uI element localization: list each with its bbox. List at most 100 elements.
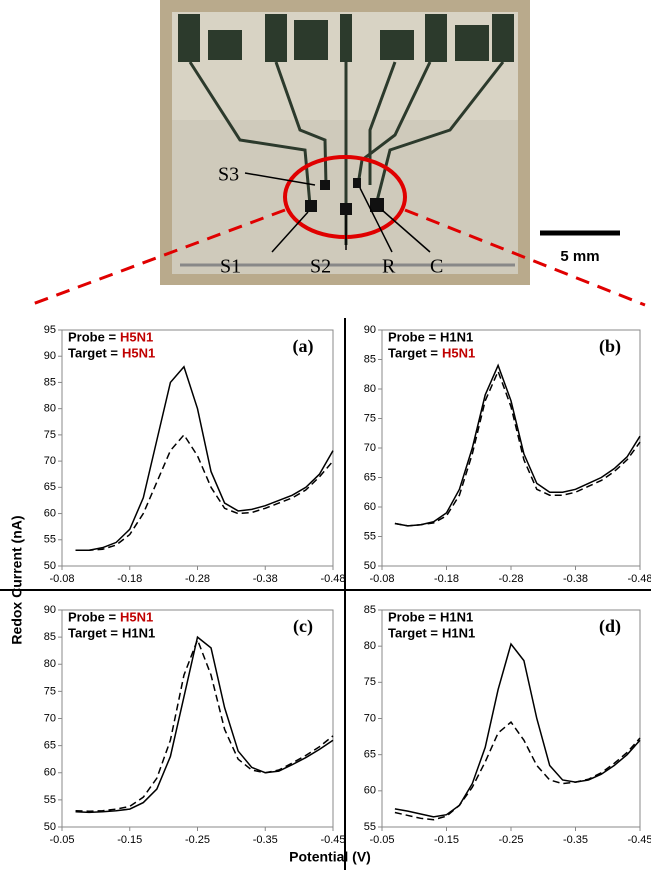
y-axis-label: Redox Current (nA) <box>9 515 25 644</box>
annotation-label: Target = <box>388 345 438 360</box>
series-line <box>75 635 334 814</box>
y-tick-label: 55 <box>44 534 56 546</box>
photo-pointers <box>244 172 431 253</box>
y-tick-label: 70 <box>44 455 56 467</box>
x-tick-label: -0.05 <box>49 834 74 846</box>
annotation-value: H1N1 <box>440 609 473 624</box>
series-line <box>394 363 641 527</box>
x-tick-label: -0.05 <box>369 834 394 846</box>
photo-label: R <box>382 256 396 278</box>
annotation-value: H1N1 <box>442 625 475 640</box>
x-tick-label: -0.15 <box>117 834 142 846</box>
x-tick-label: -0.48 <box>627 573 651 585</box>
x-tick-label: -0.28 <box>498 573 523 585</box>
y-tick-label: 65 <box>44 481 56 493</box>
annotation-label: Target = <box>68 345 118 360</box>
annotation-value: H5N1 <box>120 609 153 624</box>
highlight-ellipse <box>283 155 407 239</box>
y-tick-label: 70 <box>44 712 56 724</box>
x-tick-label: -0.18 <box>434 573 459 585</box>
annotation-value: H1N1 <box>122 625 155 640</box>
x-tick-label: -0.45 <box>320 834 345 846</box>
y-tick-label: 60 <box>44 767 56 779</box>
x-tick-label: -0.15 <box>434 834 459 846</box>
series-line <box>75 365 334 552</box>
plot-frame <box>381 609 641 828</box>
annotation-value: H1N1 <box>440 329 473 344</box>
y-tick-label: 55 <box>364 821 376 833</box>
series-line <box>394 369 641 527</box>
y-tick-label: 50 <box>364 560 376 572</box>
zoom-line <box>404 208 646 307</box>
y-tick-label: 60 <box>364 785 376 797</box>
annotation-value: H5N1 <box>122 345 155 360</box>
y-tick-label: 90 <box>44 350 56 362</box>
y-tick-label: 55 <box>364 530 376 542</box>
annotation-label: Probe = <box>68 329 116 344</box>
annotation-label: Target = <box>388 625 438 640</box>
y-tick-label: 90 <box>364 324 376 336</box>
panel-label: (b) <box>599 336 621 357</box>
pads <box>178 14 514 62</box>
y-tick-label: 65 <box>364 749 376 761</box>
y-tick-label: 75 <box>44 685 56 697</box>
photo-label: S3 <box>218 164 239 186</box>
y-tick-label: 80 <box>44 403 56 415</box>
y-tick-label: 50 <box>44 560 56 572</box>
y-tick-label: 90 <box>44 604 56 616</box>
plot-frame <box>61 609 334 828</box>
x-tick-label: -0.35 <box>563 834 588 846</box>
x-axis-label: Potential (V) <box>289 849 371 865</box>
y-tick-label: 60 <box>44 507 56 519</box>
panel-label: (a) <box>293 336 314 357</box>
y-tick-label: 75 <box>364 676 376 688</box>
x-tick-label: -0.08 <box>369 573 394 585</box>
y-tick-label: 80 <box>364 383 376 395</box>
panel-label: (c) <box>293 616 313 637</box>
x-tick-label: -0.25 <box>498 834 523 846</box>
y-tick-label: 55 <box>44 794 56 806</box>
series-line <box>394 721 641 821</box>
y-tick-label: 65 <box>364 471 376 483</box>
annotation-label: Probe = <box>68 609 116 624</box>
annotation-label: Probe = <box>388 609 436 624</box>
y-tick-label: 75 <box>364 412 376 424</box>
chip-photo <box>160 0 530 285</box>
y-tick-label: 50 <box>44 821 56 833</box>
series-line <box>75 637 334 813</box>
x-tick-label: -0.28 <box>185 573 210 585</box>
electrodes <box>305 178 384 215</box>
panel-label: (d) <box>599 616 621 637</box>
x-tick-label: -0.08 <box>49 573 74 585</box>
annotation-value: H5N1 <box>120 329 153 344</box>
plot-frame <box>61 329 334 567</box>
photo-label: S2 <box>310 256 331 278</box>
y-tick-label: 85 <box>44 376 56 388</box>
y-tick-label: 75 <box>44 429 56 441</box>
photo-label: C <box>430 256 443 278</box>
y-tick-label: 95 <box>44 324 56 336</box>
x-tick-label: -0.38 <box>253 573 278 585</box>
y-tick-label: 85 <box>44 631 56 643</box>
y-tick-label: 70 <box>364 712 376 724</box>
series-line <box>75 433 334 552</box>
x-tick-label: -0.48 <box>320 573 345 585</box>
scale-label: 5 mm <box>560 248 599 265</box>
annotation-label: Target = <box>68 625 118 640</box>
x-tick-label: -0.25 <box>185 834 210 846</box>
annotation-label: Probe = <box>388 329 436 344</box>
x-tick-label: -0.45 <box>627 834 651 846</box>
x-tick-label: -0.35 <box>253 834 278 846</box>
x-tick-label: -0.18 <box>117 573 142 585</box>
plot-frame <box>381 329 641 567</box>
y-tick-label: 85 <box>364 604 376 616</box>
x-tick-label: -0.38 <box>563 573 588 585</box>
y-tick-label: 80 <box>364 640 376 652</box>
series-line <box>394 642 641 818</box>
photo-label: S1 <box>220 256 241 278</box>
y-tick-label: 60 <box>364 501 376 513</box>
y-tick-label: 70 <box>364 442 376 454</box>
y-tick-label: 80 <box>44 658 56 670</box>
